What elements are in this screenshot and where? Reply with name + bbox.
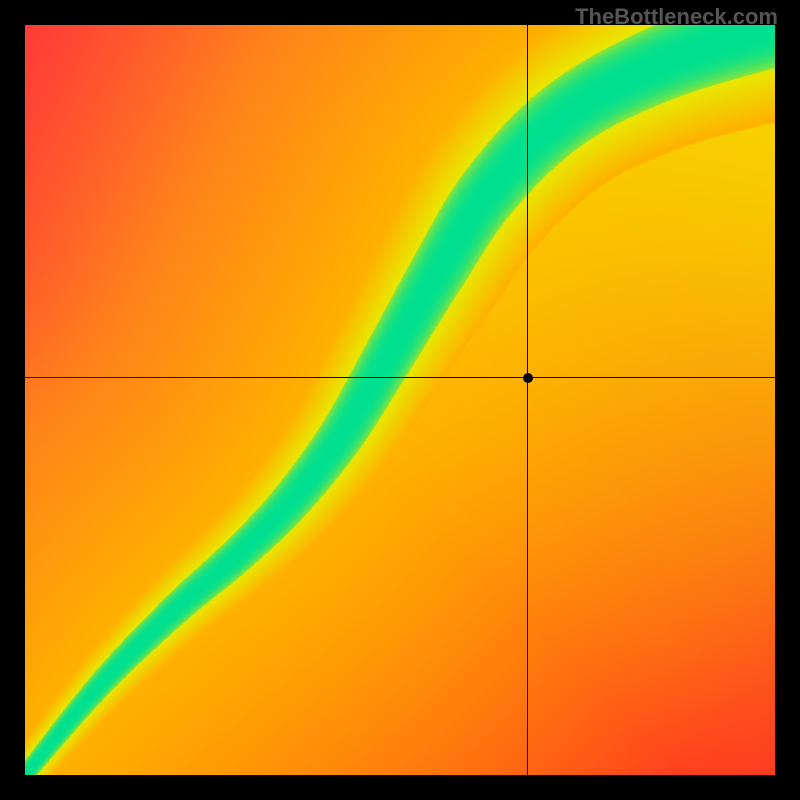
heatmap-canvas — [25, 25, 775, 775]
crosshair-horizontal — [25, 377, 775, 378]
watermark-text: TheBottleneck.com — [575, 4, 778, 30]
crosshair-vertical — [527, 25, 528, 775]
chart-container: TheBottleneck.com — [0, 0, 800, 800]
data-point-marker — [523, 373, 533, 383]
